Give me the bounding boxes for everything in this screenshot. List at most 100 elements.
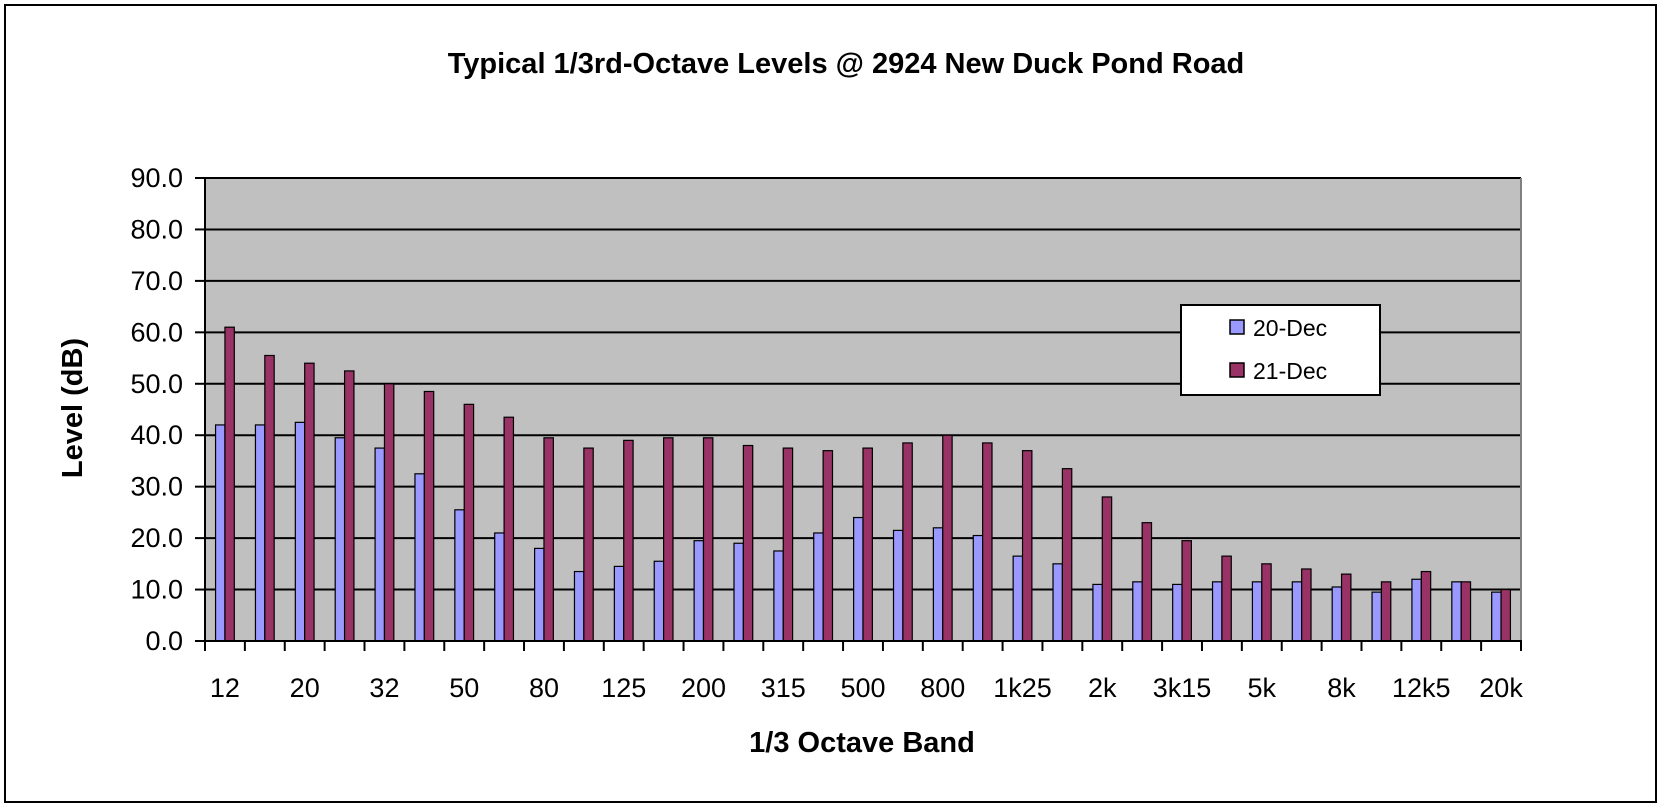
- bar-series-2: [742, 444, 754, 642]
- bar-series-1: [1012, 555, 1024, 642]
- bar-series-2: [543, 437, 554, 642]
- bar-series-2: [304, 362, 315, 642]
- bar-series-1: [1411, 578, 1422, 642]
- bar-series-1: [1132, 581, 1143, 642]
- bar-series-1: [853, 516, 864, 642]
- legend-swatch-series-2: [1229, 362, 1245, 378]
- bar-series-1: [214, 424, 226, 642]
- bar-series-1: [813, 532, 824, 642]
- bar-series-2: [1420, 570, 1432, 642]
- bar-series-2: [1061, 468, 1073, 642]
- bar-series-2: [663, 437, 674, 642]
- bar-series-2: [264, 354, 275, 642]
- legend: 20-Dec 21-Dec: [1180, 304, 1381, 396]
- bar-series-2: [1301, 568, 1312, 642]
- bar-series-1: [334, 437, 346, 642]
- x-tick-label: 80: [529, 673, 559, 703]
- bar-series-1: [374, 447, 386, 642]
- x-tick-label: 3k15: [1153, 673, 1212, 703]
- legend-box: [1180, 304, 1381, 396]
- bar-series-2: [862, 447, 873, 642]
- bar-series-2: [1261, 563, 1272, 642]
- bar-series-2: [423, 390, 435, 642]
- y-tick-label: 30.0: [130, 472, 183, 502]
- bar-series-1: [454, 509, 465, 642]
- bar-series-1: [1211, 581, 1223, 642]
- y-tick-label: 90.0: [130, 163, 183, 193]
- bar-series-1: [1491, 591, 1502, 642]
- bar-series-2: [1021, 450, 1033, 642]
- bar-series-2: [1380, 581, 1392, 642]
- bar-series-2: [383, 383, 395, 642]
- bar-series-2: [1101, 496, 1113, 642]
- bar-series-2: [782, 447, 794, 642]
- x-tick-label: 20k: [1479, 673, 1523, 703]
- y-axis-title: Level (dB): [57, 338, 89, 478]
- bar-series-1: [1331, 586, 1343, 642]
- x-tick-label: 5k: [1248, 673, 1277, 703]
- bar-series-2: [503, 416, 515, 642]
- y-tick-label: 10.0: [130, 575, 183, 605]
- x-tick-label: 8k: [1327, 673, 1356, 703]
- bar-series-1: [1092, 583, 1103, 642]
- bar-series-1: [972, 534, 984, 642]
- bar-series-1: [494, 532, 505, 642]
- x-tick-label: 2k: [1088, 673, 1117, 703]
- x-tick-label: 12k5: [1392, 673, 1451, 703]
- y-tick-label: 60.0: [130, 317, 183, 347]
- y-tick-label: 50.0: [130, 369, 183, 399]
- x-tick-label: 20: [290, 673, 320, 703]
- x-tick-label: 315: [761, 673, 806, 703]
- bar-series-2: [1221, 555, 1232, 642]
- bar-series-1: [294, 421, 306, 642]
- bar-series-2: [1460, 581, 1472, 642]
- x-tick-label: 500: [840, 673, 885, 703]
- bar-series-1: [653, 560, 665, 642]
- bar-series-1: [1451, 581, 1462, 642]
- bar-series-2: [982, 442, 993, 642]
- bar-series-1: [892, 529, 904, 642]
- bar-series-1: [773, 550, 784, 642]
- x-tick-label: 50: [449, 673, 479, 703]
- bar-series-2: [224, 326, 235, 642]
- bar-series-2: [902, 442, 913, 642]
- x-tick-label: 32: [369, 673, 399, 703]
- bar-series-2: [822, 450, 834, 642]
- chart-title: Typical 1/3rd-Octave Levels @ 2924 New D…: [448, 48, 1245, 80]
- bar-series-2: [583, 447, 594, 642]
- bar-series-1: [932, 527, 944, 642]
- x-tick-label: 800: [920, 673, 965, 703]
- bar-series-2: [1500, 588, 1512, 642]
- bar-series-1: [573, 570, 585, 642]
- bar-series-2: [702, 437, 714, 642]
- legend-swatch-series-1: [1229, 319, 1245, 335]
- bar-series-1: [1172, 583, 1183, 642]
- y-tick-label: 80.0: [130, 214, 183, 244]
- bar-series-2: [343, 370, 355, 642]
- x-tick-label: 125: [601, 673, 646, 703]
- bar-series-2: [1340, 573, 1352, 642]
- bar-series-2: [942, 434, 953, 642]
- x-tick-label: 12: [210, 673, 240, 703]
- bar-series-1: [1371, 591, 1383, 642]
- plot-area: 0.0 10.0 20.0 30.0 40.0 50.0 60.0 70.0 80.0 90.0 1…: [130, 163, 1523, 703]
- bar-series-1: [733, 542, 744, 642]
- x-tick-label: 1k25: [993, 673, 1052, 703]
- bar-series-2: [463, 403, 475, 642]
- x-axis-title: 1/3 Octave Band: [749, 727, 975, 759]
- bar-series-1: [414, 473, 425, 642]
- x-tick-label: 200: [681, 673, 726, 703]
- legend-label-series-2: 21-Dec: [1253, 358, 1327, 384]
- bar-series-1: [1291, 581, 1303, 642]
- bar-series-1: [1052, 563, 1063, 642]
- y-tick-label: 70.0: [130, 266, 183, 296]
- y-tick-label: 20.0: [130, 523, 183, 553]
- legend-label-series-1: 20-Dec: [1253, 315, 1327, 341]
- y-tick-label: 0.0: [145, 626, 183, 656]
- bar-series-2: [1141, 522, 1153, 642]
- y-tick-label: 40.0: [130, 420, 183, 450]
- bar-series-1: [533, 547, 545, 642]
- bar-series-1: [693, 540, 705, 642]
- bar-series-2: [1181, 540, 1193, 642]
